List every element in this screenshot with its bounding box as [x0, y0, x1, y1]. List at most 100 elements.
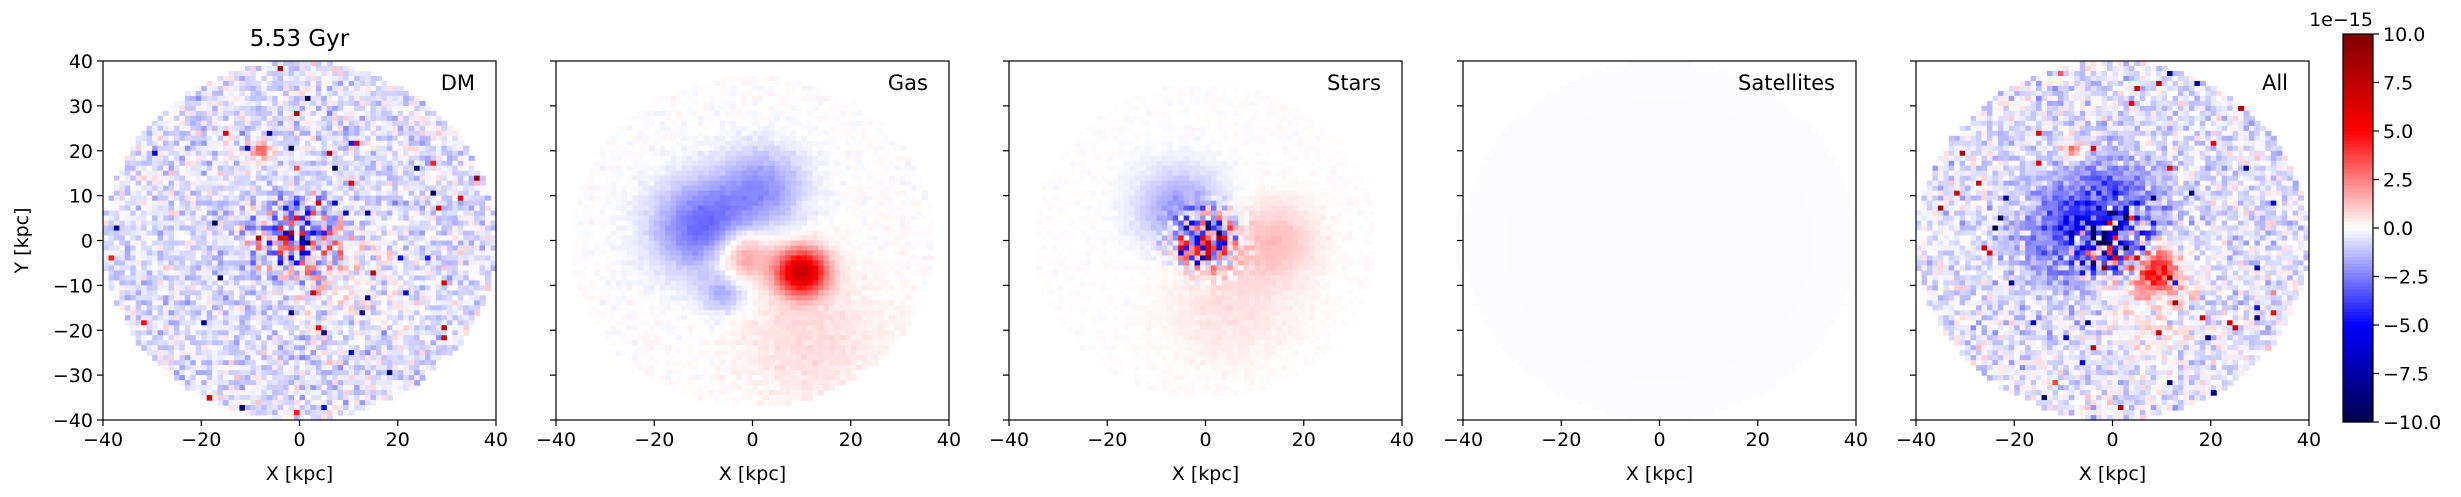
- heatmap-cell: [196, 141, 202, 147]
- heatmap-cell: [196, 285, 202, 291]
- heatmap-cell: [261, 196, 267, 202]
- heatmap-cell: [163, 300, 169, 306]
- heatmap-cell: [321, 375, 327, 381]
- heatmap-cell: [196, 280, 202, 286]
- heatmap-cell: [327, 380, 333, 386]
- heatmap-cell: [190, 226, 196, 232]
- heatmap-cell: [179, 201, 185, 207]
- heatmap-cell: [638, 325, 644, 331]
- heatmap-cell: [643, 270, 649, 276]
- heatmap-cell: [267, 265, 273, 271]
- heatmap-cell: [578, 260, 584, 266]
- heatmap-cell: [332, 221, 338, 227]
- heatmap-cell: [119, 280, 125, 286]
- heatmap-cell: [321, 280, 327, 286]
- heatmap-cell: [305, 226, 311, 232]
- heatmap-cell: [480, 241, 486, 247]
- heatmap-cell: [305, 176, 311, 182]
- heatmap-cell: [239, 141, 245, 147]
- heatmap-cell: [190, 285, 196, 291]
- heatmap-cell: [660, 350, 666, 356]
- heatmap-cell: [431, 350, 437, 356]
- heatmap-cell: [365, 320, 371, 326]
- heatmap-cell: [338, 171, 344, 177]
- heatmap-cell: [343, 126, 349, 132]
- heatmap-cell: [447, 171, 453, 177]
- heatmap-cell: [589, 250, 595, 256]
- heatmap-cell: [327, 300, 333, 306]
- heatmap-cell: [627, 245, 633, 251]
- heatmap-cell: [114, 211, 120, 217]
- heatmap-cell: [381, 290, 387, 296]
- heatmap-cell: [185, 305, 191, 311]
- heatmap-cell: [196, 126, 202, 132]
- heatmap-cell: [239, 161, 245, 167]
- heatmap-cell: [163, 325, 169, 331]
- heatmap-cell: [332, 86, 338, 92]
- heatmap-cell: [643, 340, 649, 346]
- heatmap-cell: [643, 201, 649, 207]
- heatmap-cell: [431, 245, 437, 251]
- heatmap-cell: [158, 211, 164, 217]
- heatmap-cell: [572, 211, 578, 217]
- heatmap-cell: [649, 375, 655, 381]
- heatmap-cell: [294, 305, 300, 311]
- heatmap-cell: [632, 315, 638, 321]
- heatmap-cell: [660, 121, 666, 127]
- heatmap-cell: [403, 380, 409, 386]
- heatmap-cell: [381, 370, 387, 376]
- heatmap-cell: [234, 300, 240, 306]
- heatmap-cell: [654, 330, 660, 336]
- heatmap-cell: [261, 330, 267, 336]
- heatmap-cell: [392, 375, 398, 381]
- heatmap-cell: [119, 255, 125, 261]
- heatmap-cell: [332, 330, 338, 336]
- heatmap-cell: [632, 265, 638, 271]
- heatmap-cell: [261, 295, 267, 301]
- heatmap-cell: [261, 66, 267, 72]
- heatmap-cell: [354, 260, 360, 266]
- heatmap-cell: [578, 226, 584, 232]
- heatmap-cell: [289, 126, 295, 132]
- heatmap-cell: [294, 236, 300, 242]
- heatmap-cell: [436, 335, 442, 341]
- heatmap-cell: [223, 295, 229, 301]
- heatmap-cell: [147, 221, 153, 227]
- heatmap-cell: [676, 385, 682, 391]
- heatmap-cell: [447, 211, 453, 217]
- heatmap-cell: [272, 116, 278, 122]
- heatmap-cell: [671, 325, 677, 331]
- heatmap-cell: [147, 236, 153, 242]
- heatmap-cell: [163, 310, 169, 316]
- heatmap-cell: [327, 255, 333, 261]
- heatmap-cell: [169, 340, 175, 346]
- heatmap-cell: [343, 91, 349, 97]
- heatmap-cell: [289, 260, 295, 266]
- heatmap-cell: [125, 290, 131, 296]
- heatmap-cell: [305, 221, 311, 227]
- heatmap-cell: [332, 380, 338, 386]
- heatmap-cell: [103, 250, 109, 256]
- heatmap-cell: [398, 231, 404, 237]
- heatmap-cell: [403, 330, 409, 336]
- heatmap-cell: [360, 96, 366, 102]
- heatmap-cell: [638, 226, 644, 232]
- heatmap-cell: [196, 181, 202, 187]
- heatmap-cell: [654, 136, 660, 142]
- heatmap-cell: [261, 121, 267, 127]
- heatmap-cell: [201, 216, 207, 222]
- heatmap-cell: [174, 161, 180, 167]
- heatmap-cell: [360, 191, 366, 197]
- heatmap-cell: [300, 305, 306, 311]
- heatmap-cell: [611, 181, 617, 187]
- heatmap-cell: [643, 330, 649, 336]
- heatmap-cell: [665, 245, 671, 251]
- heatmap-cell: [229, 101, 235, 107]
- heatmap-cell: [349, 335, 355, 341]
- heatmap-cell: [267, 280, 273, 286]
- heatmap-cell: [403, 280, 409, 286]
- heatmap-cell: [660, 151, 666, 157]
- heatmap-cell: [256, 76, 262, 82]
- heatmap-cell: [627, 330, 633, 336]
- heatmap-cell: [469, 171, 475, 177]
